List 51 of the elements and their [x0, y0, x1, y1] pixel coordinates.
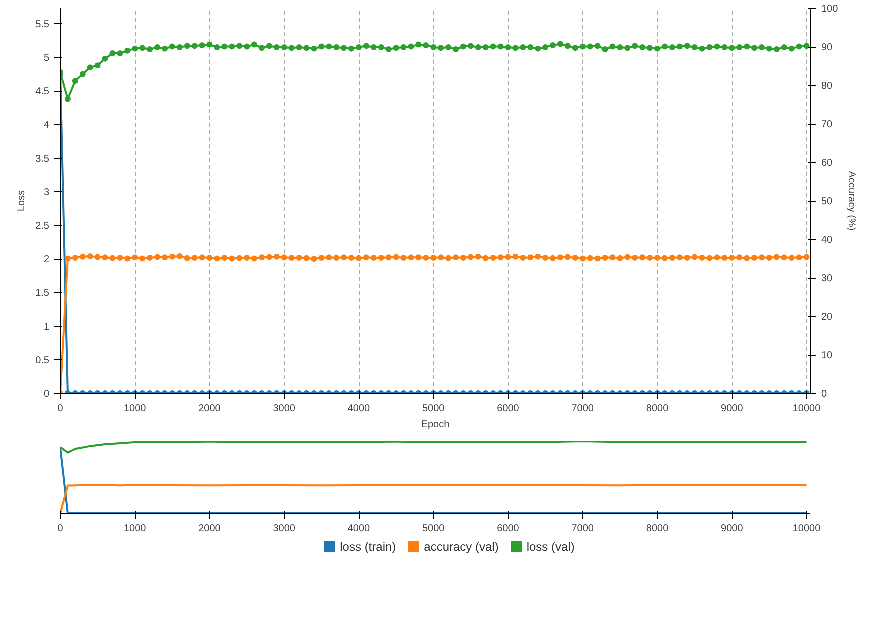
- x-tick-label: 8000: [646, 524, 670, 534]
- x-tick-label: 3000: [273, 524, 296, 534]
- y2-tick-label: 60: [822, 158, 834, 169]
- legend-label: accuracy (val): [423, 540, 499, 554]
- x-axis-title: Epoch: [421, 420, 450, 430]
- x-tick-label: 4000: [348, 404, 371, 414]
- x-tick-label: 10000: [792, 524, 822, 534]
- y2-tick-label: 90: [822, 42, 834, 54]
- y2-tick-label: 0: [822, 389, 828, 400]
- y-tick-label: 2.5: [36, 221, 50, 232]
- y-tick-label: 3: [44, 187, 50, 198]
- y-tick-label: 0: [44, 389, 50, 400]
- x-tick-label: 1000: [124, 404, 147, 414]
- x-tick-label: 5000: [422, 524, 446, 534]
- y-tick-label: 1.5: [36, 288, 50, 300]
- y2-tick-label: 80: [822, 81, 834, 92]
- x-tick-label: 1000: [124, 524, 147, 534]
- y-axis-title: Loss: [16, 190, 28, 212]
- y-tick-label: 0.5: [36, 355, 50, 366]
- x-tick-label: 8000: [646, 404, 670, 414]
- x-tick-label: 9000: [721, 404, 744, 414]
- y2-tick-label: 10: [822, 350, 834, 362]
- x-tick-label: 10000: [792, 404, 822, 414]
- y-tick-label: 1: [44, 322, 50, 333]
- y2-tick-label: 20: [822, 312, 834, 323]
- y2-tick-label: 30: [822, 274, 834, 284]
- x-tick-label: 6000: [497, 524, 520, 534]
- x-tick-label: 0: [58, 524, 64, 534]
- y-tick-label: 4.5: [36, 86, 50, 98]
- x-tick-label: 2000: [198, 524, 222, 534]
- x-tick-label: 4000: [348, 524, 371, 534]
- y-tick-label: 4: [44, 120, 50, 132]
- x-tick-label: 7000: [572, 524, 594, 534]
- x-tick-label: 0: [58, 404, 64, 414]
- y2-tick-label: 100: [822, 4, 839, 15]
- legend-label: loss (val): [526, 540, 575, 554]
- legend-label: loss (train): [339, 540, 396, 554]
- y2-tick-label: 40: [822, 235, 834, 246]
- x-tick-label: 3000: [273, 404, 296, 414]
- y-tick-label: 2: [44, 254, 50, 266]
- y2-tick-label: 70: [822, 120, 834, 130]
- x-tick-label: 2000: [198, 404, 222, 414]
- y-tick-label: 5: [44, 53, 50, 64]
- y-tick-label: 3.5: [36, 154, 50, 165]
- y-tick-label: 5.5: [36, 19, 50, 30]
- y2-axis-title: Accuracy (%): [846, 171, 858, 231]
- x-tick-label: 5000: [422, 404, 446, 414]
- x-tick-label: 7000: [572, 404, 594, 414]
- x-tick-label: 9000: [721, 524, 744, 534]
- y2-tick-label: 50: [822, 196, 834, 208]
- x-tick-label: 6000: [497, 404, 520, 414]
